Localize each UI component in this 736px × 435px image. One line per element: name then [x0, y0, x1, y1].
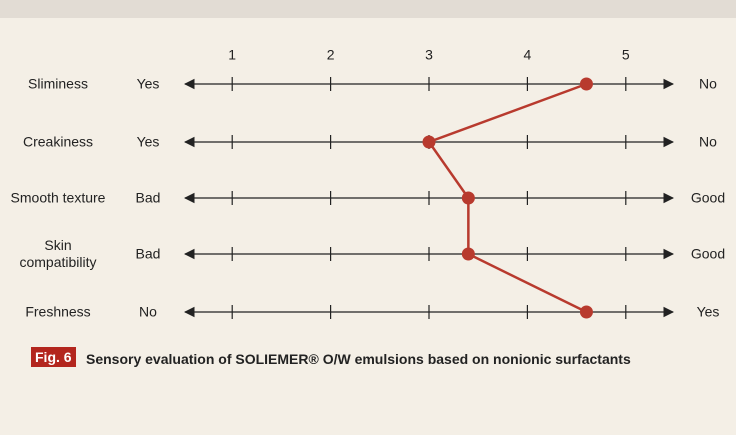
data-point — [422, 135, 436, 149]
category-label: Sliminess — [28, 75, 88, 92]
category-label: Creakiness — [22, 133, 94, 150]
left-anchor: No — [139, 303, 157, 320]
left-anchor: Bad — [135, 189, 161, 206]
data-point — [579, 305, 593, 319]
data-point — [461, 191, 475, 205]
caption: Sensory evaluation of SOLIEMER® O/W emul… — [86, 351, 631, 367]
data-point — [461, 247, 475, 261]
data-point — [579, 77, 593, 91]
category-label: Freshness — [25, 303, 91, 320]
left-anchor: Bad — [135, 245, 161, 262]
right-anchor: No — [699, 133, 717, 150]
category-label: Skin compatibility — [19, 237, 97, 270]
left-anchor: Yes — [136, 75, 160, 92]
right-anchor: Good — [690, 245, 726, 262]
right-anchor: Yes — [696, 303, 720, 320]
right-anchor: No — [699, 75, 717, 92]
category-label: Smooth texture — [10, 189, 106, 206]
x-tick-label: 3 — [425, 47, 433, 63]
x-tick-label: 1 — [228, 47, 236, 63]
x-tick-label: 2 — [327, 47, 335, 63]
x-tick-label: 4 — [524, 47, 532, 63]
x-tick-label: 5 — [622, 47, 630, 63]
left-anchor: Yes — [136, 133, 160, 150]
header-strip — [0, 0, 736, 18]
right-anchor: Good — [690, 189, 726, 206]
figure-label: Fig. 6 — [31, 347, 76, 367]
